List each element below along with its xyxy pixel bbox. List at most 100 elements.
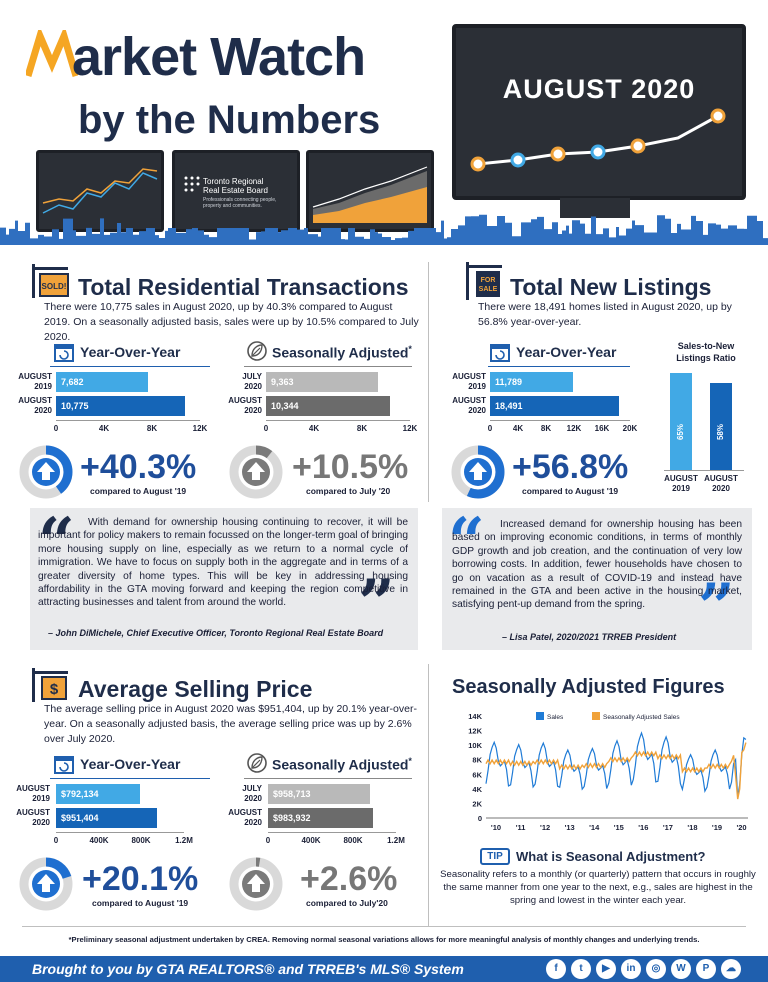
trans-yoy-bar-2020: 10,775 <box>56 396 186 416</box>
x-axis <box>268 832 396 833</box>
listings-compare: compared to August '19 <box>522 486 619 496</box>
tick-label: 0 <box>263 424 269 433</box>
listings-intro: There were 18,491 homes listed in August… <box>478 301 732 328</box>
transactions-intro: There were 10,775 sales in August 2020, … <box>44 301 419 343</box>
trans-sa-compare: compared to July '20 <box>306 486 391 496</box>
month-title: AUGUST 2020 <box>502 74 696 104</box>
bar-label: AUGUST 2020 <box>228 808 262 827</box>
tick-label: 0 <box>265 836 271 845</box>
area-chart-icon <box>312 166 428 223</box>
bar-label: AUGUST 2019 <box>16 784 50 803</box>
underline <box>488 366 630 367</box>
open-quote-icon: “ <box>448 504 485 579</box>
listings-pct: +56.8% <box>512 448 629 486</box>
x-tick-label: '14 <box>589 823 600 832</box>
tick-label: 800K <box>343 836 363 845</box>
x-tick-label: '20 <box>736 823 746 832</box>
monitor-org-name: Toronto Regional Real Estate Board <box>203 177 268 195</box>
legend-swatch-sa <box>592 712 600 720</box>
monitor-main-stand <box>560 198 630 218</box>
series-sa-line <box>485 742 747 800</box>
price-yoy-compare: compared to August '19 <box>92 898 189 908</box>
trreb-logo-dots-icon <box>184 176 200 192</box>
trend-line-icon <box>470 108 726 172</box>
listings-heading: Total New Listings <box>510 274 712 300</box>
seasonal-axes: 0 2K 4K 6K 8K 10K 12K 14K '10 '11 '12 '13 '14 '15 '16 '… <box>468 712 748 832</box>
legend-swatch-sales <box>536 712 544 720</box>
bar-label: JULY 2020 <box>242 784 262 803</box>
snlr-label-2020: AUGUST 2020 <box>704 474 738 493</box>
footnote: *Preliminary seasonal adjustment underta… <box>68 935 700 944</box>
quote-ceo-author: – John DiMichele, Chief Executive Office… <box>48 628 384 638</box>
tick-label: 12K <box>566 424 582 433</box>
soundcloud-icon[interactable]: ☁ <box>721 959 741 979</box>
snlr-title: Sales-to-New Listings Ratio <box>676 341 736 363</box>
price-sa-pct: +2.6% <box>300 860 398 898</box>
series-sales-line <box>485 731 747 797</box>
bar-label: AUGUST 2020 <box>16 808 50 827</box>
snlr-bar-2020 <box>710 383 732 470</box>
x-tick-label: '16 <box>638 823 648 832</box>
y-tick-label: 4K <box>472 785 482 794</box>
tick-label: 800K <box>131 836 151 845</box>
price-sa-compare: compared to July'20 <box>306 898 388 908</box>
sold-sign-text: SOLD! <box>42 282 67 291</box>
price-sa-title: Seasonally Adjusted* <box>272 756 412 773</box>
listings-yoy-title: Year-Over-Year <box>516 344 617 360</box>
price-sa-bar-july: $958,713 <box>268 784 371 804</box>
donut-fill <box>19 445 73 499</box>
donut-sa-price <box>229 857 283 911</box>
legend-sa: Seasonally Adjusted Sales <box>603 714 680 721</box>
instagram-icon[interactable]: ◎ <box>646 959 666 979</box>
snlr-axis <box>664 470 744 471</box>
tip-heading: What is Seasonal Adjustment? <box>516 849 706 864</box>
x-tick-label: '15 <box>614 823 624 832</box>
y-tick-label: 0 <box>478 814 482 823</box>
donut-fill <box>229 857 283 911</box>
x-axis <box>266 420 410 421</box>
header: Market Watch by the Numbers AUGUST 2020 … <box>0 0 768 245</box>
trans-sa-title: Seasonally Adjusted* <box>272 344 412 361</box>
footer-text: Brought to you by GTA REALTORS® and TRRE… <box>32 961 464 977</box>
trans-yoy-pct: +40.3% <box>80 448 197 486</box>
linkedin-icon[interactable]: in <box>621 959 641 979</box>
tick-label: 1.2M <box>175 836 193 845</box>
facebook-icon[interactable]: f <box>546 959 566 979</box>
price-yoy-title: Year-Over-Year <box>80 756 181 772</box>
dollar-text: $ <box>50 681 59 698</box>
donut-yoy-listings <box>451 445 505 499</box>
donut-sa-transactions <box>229 445 283 499</box>
monitor-tagline: Professionals connecting people, propert… <box>203 197 277 209</box>
close-quote-icon: ” <box>358 566 395 641</box>
tick-label: 4K <box>308 424 320 433</box>
for-sale-text-2: SALE <box>479 286 498 293</box>
title-line2: by the Numbers <box>78 98 381 142</box>
x-tick-label: '13 <box>565 823 575 832</box>
snlr-value-2019: 65% <box>676 424 685 441</box>
tick-label: 8K <box>146 424 158 433</box>
y-tick-label: 2K <box>472 799 482 808</box>
for-sale-text-1: FOR <box>481 277 496 284</box>
quote-president-author: – Lisa Patel, 2020/2021 TRREB President <box>502 632 677 642</box>
footer-bar: Brought to you by GTA REALTORS® and TRRE… <box>0 956 768 982</box>
bar-label: AUGUST 2019 <box>452 372 486 391</box>
pinterest-icon[interactable]: P <box>696 959 716 979</box>
twitter-icon[interactable]: t <box>571 959 591 979</box>
bar-label: JULY 2020 <box>242 372 262 391</box>
tick-label: 12K <box>192 424 208 433</box>
calendar-refresh-icon <box>54 756 74 774</box>
snlr-value-2020: 58% <box>716 424 725 441</box>
bar-label: AUGUST 2020 <box>18 396 52 415</box>
youtube-icon[interactable]: ▶ <box>596 959 616 979</box>
tick-label: 400K <box>301 836 321 845</box>
tick-label: 4K <box>98 424 110 433</box>
calendar-refresh-icon <box>54 344 74 362</box>
price-sa-bar-august: $983,932 <box>268 808 373 828</box>
divider <box>428 664 429 926</box>
tick-label: 400K <box>89 836 109 845</box>
tick-label: 20K <box>622 424 638 433</box>
underline <box>50 366 210 367</box>
wordpress-icon[interactable]: W <box>671 959 691 979</box>
title-line1: Market Watch <box>71 27 366 87</box>
divider <box>22 926 746 927</box>
